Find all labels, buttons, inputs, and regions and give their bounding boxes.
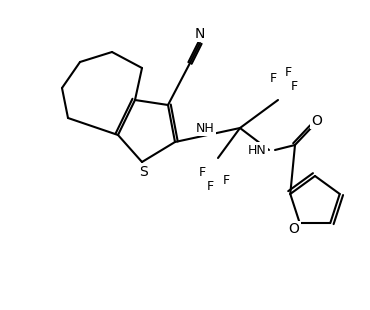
Text: O: O [288,222,299,236]
Text: NH: NH [196,122,214,135]
Text: N: N [195,27,205,41]
Text: O: O [312,114,322,128]
Text: S: S [139,165,148,179]
Text: F: F [290,79,297,92]
Text: F: F [285,65,292,78]
Text: F: F [269,72,276,85]
Text: HN: HN [248,144,266,157]
Text: F: F [198,166,206,179]
Text: F: F [206,179,213,193]
Text: F: F [222,174,229,187]
